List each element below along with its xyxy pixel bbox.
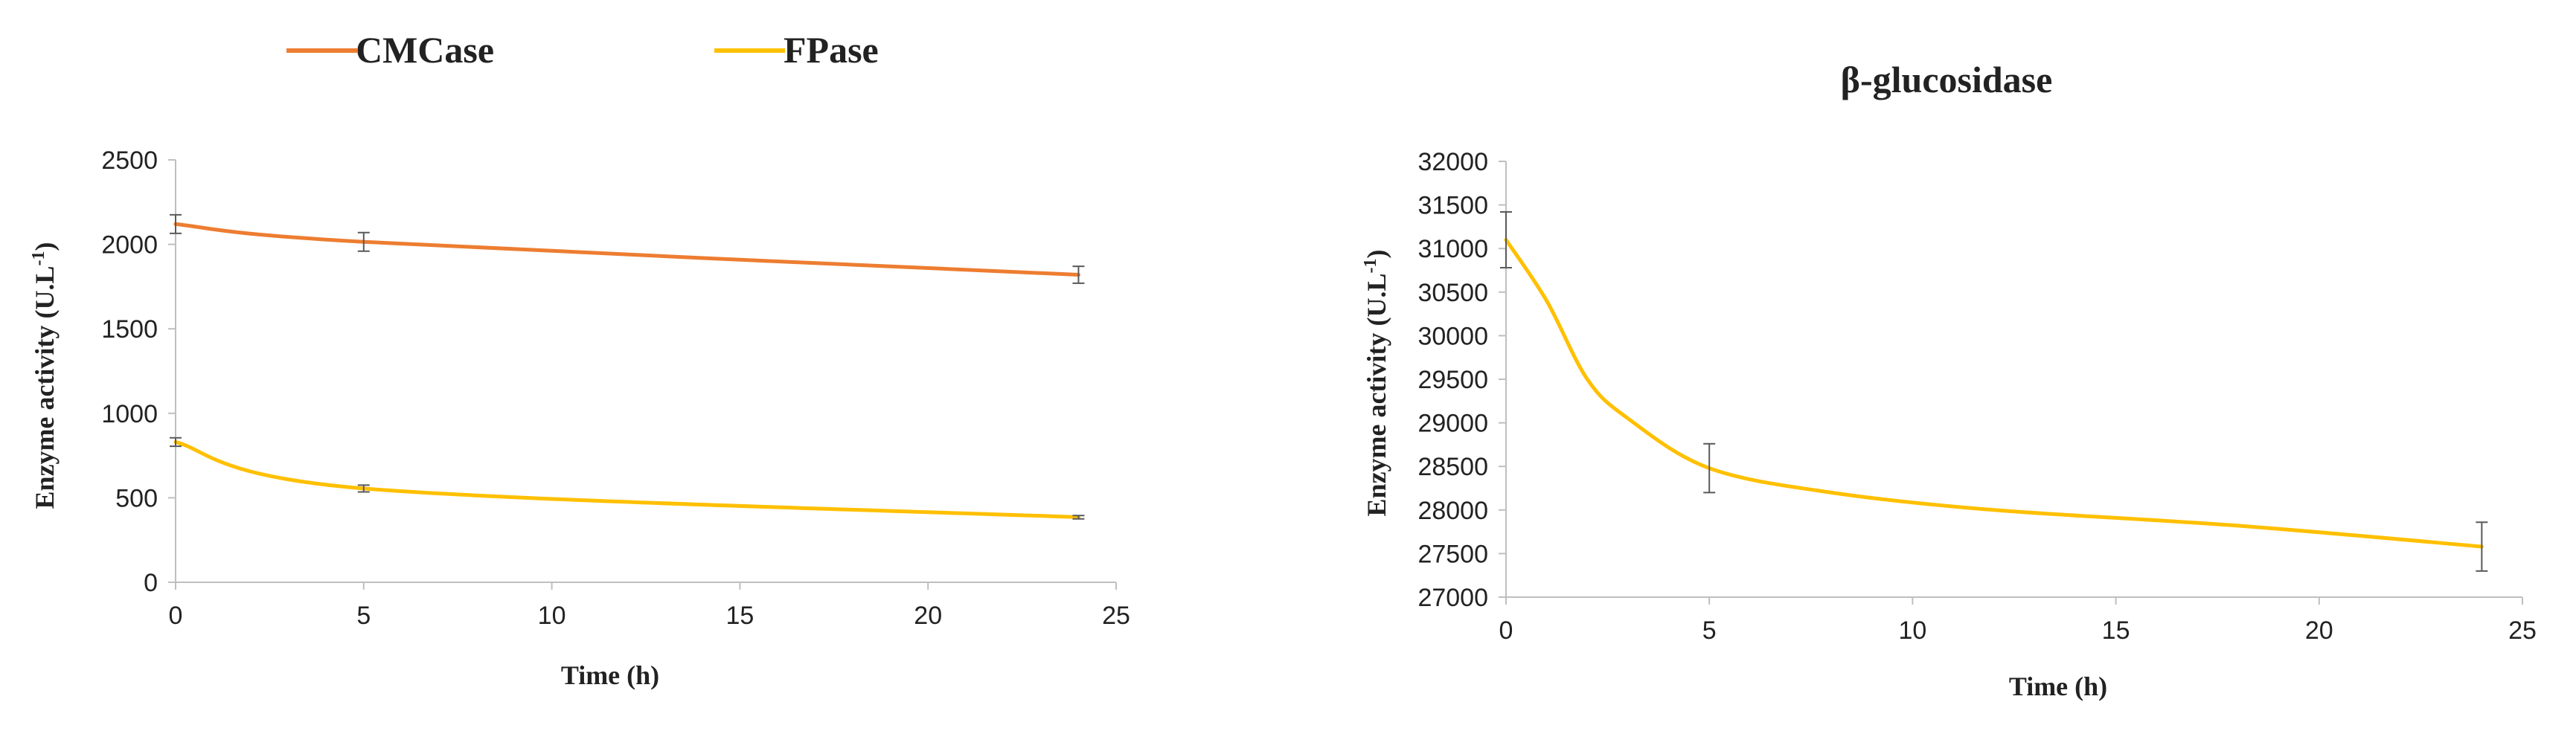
y-tick-label: 0 (144, 569, 158, 597)
x-tick-label: 0 (1499, 616, 1513, 645)
y-axis-label: Enzyme activity (U.L-1) (1361, 250, 1391, 517)
series-line-fpase (173, 439, 1080, 520)
y-tick-label: 29500 (1417, 366, 1488, 394)
legend: CMCase FPase (286, 29, 879, 71)
y-tick-label: 27000 (1417, 584, 1488, 612)
x-tick-label: 25 (1102, 602, 1130, 630)
y-tick-label: 28500 (1417, 453, 1488, 481)
y-tick-label: 2000 (101, 231, 158, 260)
y-tick-label: 31500 (1417, 192, 1488, 220)
series-line-beta-glucosidase (1504, 237, 2484, 549)
series-line-cmcase (173, 222, 1080, 277)
x-tick-label: 0 (169, 602, 183, 630)
y-tick-label: 1500 (101, 315, 158, 344)
chart-cmcase-fpase: Enzyme activity (U.L-1) Time (h) 0500100… (29, 146, 1130, 690)
chart-beta-glucosidase: β-glucosidase Enzyme activity (U.L-1) Ti… (1361, 59, 2537, 701)
y-axis-label: Enzyme activity (U.L-1) (29, 242, 60, 509)
y-tick-label: 28000 (1417, 497, 1488, 525)
chart-title: β-glucosidase (1841, 59, 2053, 100)
x-tick-label: 25 (2508, 616, 2537, 645)
y-tick-label: 32000 (1417, 148, 1488, 176)
x-tick-label: 5 (356, 602, 371, 630)
x-tick-label: 10 (538, 602, 566, 630)
y-tick-label: 30000 (1417, 322, 1488, 350)
y-tick-label: 500 (115, 484, 158, 512)
legend-label-cmcase: CMCase (356, 29, 494, 71)
y-tick-label: 30500 (1417, 279, 1488, 307)
x-tick-label: 5 (1702, 616, 1717, 645)
x-axis-label: Time (h) (2009, 672, 2107, 701)
y-tick-label: 27500 (1417, 540, 1488, 568)
legend-label-fpase: FPase (784, 29, 879, 71)
y-tick-label: 2500 (101, 146, 158, 175)
x-tick-label: 15 (725, 602, 754, 630)
y-tick-label: 1000 (101, 400, 158, 428)
x-axis-label: Time (h) (561, 660, 659, 690)
y-tick-label: 31000 (1417, 235, 1488, 263)
x-tick-label: 20 (2305, 616, 2333, 645)
x-tick-label: 10 (1898, 616, 1926, 645)
x-tick-label: 15 (2102, 616, 2130, 645)
y-tick-label: 29000 (1417, 410, 1488, 438)
x-tick-label: 20 (914, 602, 942, 630)
